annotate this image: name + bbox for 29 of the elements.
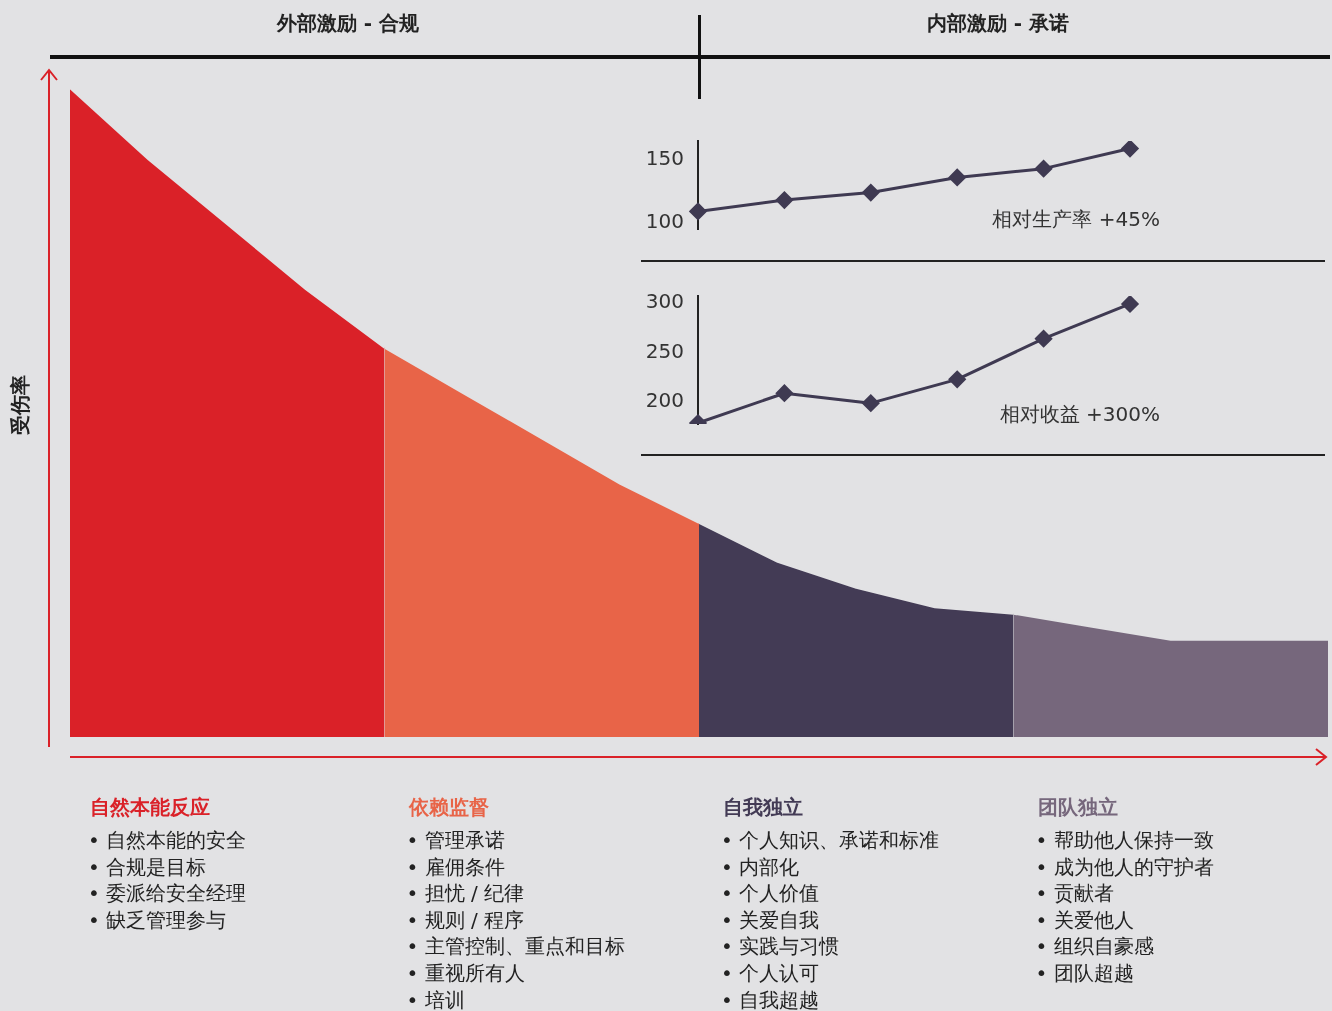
text: • 个人知识、承诺和标准 • 内部化 • 个人价值 • 关爱自我 • 实践与习惯 • 个人认可 • 自我超越	[721, 827, 940, 1011]
point	[948, 168, 966, 186]
text: 自我独立	[723, 794, 803, 821]
point	[862, 184, 880, 202]
point	[1121, 141, 1139, 158]
text: • 自然本能的安全 • 合规是目标 • 委派给安全经理 • 缺乏管理参与	[88, 827, 247, 934]
point	[775, 191, 793, 209]
text: 团队独立	[1037, 794, 1118, 821]
y-tick-label: 150	[645, 146, 684, 171]
text: 相对生产率 +45%	[992, 206, 1160, 233]
point	[862, 394, 880, 412]
point	[1121, 296, 1139, 313]
point	[1035, 330, 1053, 348]
y-tick-label: 300	[645, 289, 684, 314]
text: 依赖监督	[408, 794, 489, 821]
y-tick-label: 250	[645, 338, 684, 363]
text: • 管理承诺 • 雇佣条件 • 担忧 / 纪律 • 规则 / 程序 • 主管控制、重点和目标 • 重视所有人 • 培训	[406, 827, 625, 1011]
y-tick-label: 200	[645, 388, 684, 413]
text: • 帮助他人保持一致 • 成为他人的守护者 • 贡献者 • 关爱他人 • 组织自豪感 • 团队超越	[1035, 827, 1214, 987]
text: 内部激励 - 承诺	[926, 10, 1070, 37]
point	[775, 384, 793, 402]
point	[1035, 160, 1053, 178]
text: 相对收益 +300%	[999, 401, 1160, 428]
y-axis-title: 受伤率	[6, 375, 33, 435]
text: 自然本能反应	[90, 794, 210, 821]
text: 外部激励 - 合规	[276, 10, 420, 37]
y-tick-label: 100	[645, 208, 684, 233]
point	[948, 370, 966, 388]
point	[689, 202, 707, 220]
